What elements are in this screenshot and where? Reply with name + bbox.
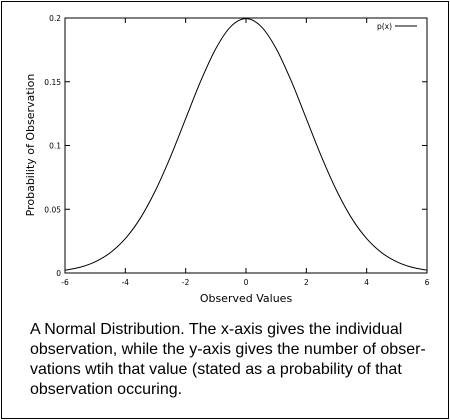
x-tick-label: 0 [244, 278, 249, 287]
y-tick-label: 0.2 [49, 14, 61, 23]
x-tick-label: 2 [304, 278, 309, 287]
legend-label: p(x) [377, 22, 392, 31]
caption-line: observation occuring. [30, 381, 183, 398]
legend: p(x) [377, 22, 417, 31]
figure-caption: A Normal Distribution. The x-axis gives … [30, 320, 435, 400]
x-axis-title: Observed Values [200, 292, 293, 305]
axis-ticks [64, 17, 428, 274]
plot-area [64, 17, 428, 274]
y-tick-label: 0 [56, 269, 61, 278]
y-tick-label: 0.1 [49, 142, 61, 151]
caption-line: observation, while the y-axis gives the … [30, 341, 426, 358]
caption-line: A Normal Distribution. The x-axis gives … [30, 321, 403, 338]
x-tick-label: 6 [425, 278, 430, 287]
y-tick-label: 0.05 [44, 205, 61, 214]
normal-distribution-chart: -6 -4 -2 0 2 4 6 0 0.05 0.1 0.15 0.2 p(x) Observed … [24, 14, 430, 305]
x-tick-label: -6 [61, 278, 69, 287]
axis-tick-labels: -6 -4 -2 0 2 4 6 0 0.05 0.1 0.15 0.2 [44, 14, 429, 287]
x-tick-label: -2 [182, 278, 190, 287]
x-tick-label: 4 [364, 278, 369, 287]
x-tick-label: -4 [122, 278, 130, 287]
caption-line: vations wtih that value (stated as a pro… [30, 361, 402, 378]
y-tick-label: 0.15 [44, 78, 61, 87]
y-axis-title: Probability of Observation [24, 74, 37, 217]
series-line-p-x [64, 18, 428, 271]
